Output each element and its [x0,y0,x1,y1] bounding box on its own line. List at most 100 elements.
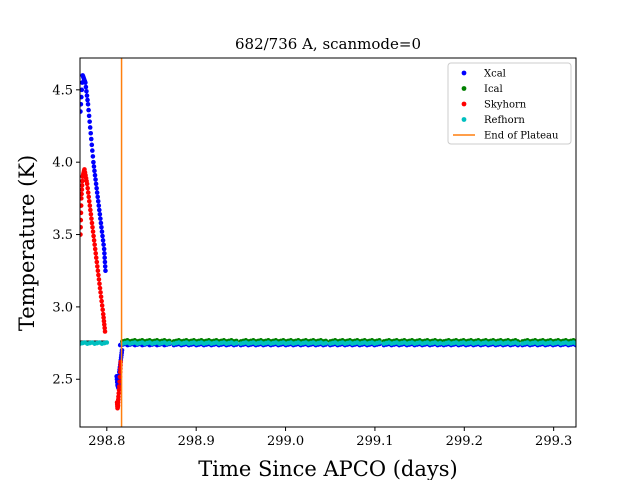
data-point [80,191,84,197]
legend-label: End of Plateau [484,131,559,142]
data-point [86,198,92,204]
data-point [95,264,100,269]
data-point [102,251,107,256]
data-point [100,238,106,243]
data-point [116,394,121,399]
legend-label: Skyhorn [484,100,527,111]
data-point [80,94,84,100]
data-point [99,298,104,304]
data-point [100,233,105,239]
y-axis: 2.5 3.0 3.5 4.0 4.5 [52,83,80,388]
data-point [93,181,99,187]
data-point [102,255,107,260]
data-point [234,340,239,346]
data-point [377,340,382,345]
data-point [80,210,84,216]
data-point [95,198,101,204]
x-tick-label: 299.0 [267,434,304,449]
data-point [80,109,83,114]
data-point [84,88,89,94]
data-point [116,387,122,393]
data-point [102,322,107,327]
data-point [100,307,105,313]
x-axis: 298.8 298.9 299.0 299.1 299.2 299.3 [88,427,572,449]
data-point [90,148,95,153]
data-point [92,168,97,174]
data-point [99,225,104,230]
data-point [437,340,443,346]
data-point [117,384,122,389]
legend-label: Refhorn [484,115,525,126]
data-point [95,268,101,274]
plot-marks [80,58,576,427]
data-point [97,285,103,291]
data-point [91,164,97,169]
data-point [92,242,97,247]
data-point [85,102,91,107]
data-point [89,220,95,226]
x-axis-label: Time Since APCO (days) [198,457,457,480]
data-point [87,125,93,130]
data-point [80,87,85,93]
data-point [80,102,84,107]
plot-frame [79,57,577,428]
data-point [80,203,84,208]
data-point [84,93,90,98]
data-point [83,84,89,90]
data-point [90,225,95,230]
data-point [90,154,96,159]
data-point [85,97,90,103]
data-point [83,80,88,85]
legend-marker [461,86,467,91]
data-point [573,341,576,346]
data-point [116,390,122,396]
data-point [80,232,83,237]
data-point [102,325,107,331]
data-point [88,207,93,213]
data-point [96,277,102,282]
legend-label: Xcal [484,69,506,80]
y-axis-label: Temperature (K) [15,155,39,331]
data-point [96,203,102,208]
y-tick-label: 4.5 [52,83,73,98]
series-skyhorn [80,167,123,411]
legend-frame [447,62,572,145]
data-point [101,318,107,324]
data-point [80,225,83,230]
legend-marker [461,70,467,76]
data-point [80,196,84,201]
legend: Xcal Ical Skyhorn Refhorn End of Plateau [447,62,572,145]
data-point [103,268,108,274]
chart-title: 682/736 A, scanmode=0 [235,35,421,53]
data-point [86,113,92,119]
data-point [91,159,96,165]
data-point [89,216,94,221]
data-point [101,242,106,247]
data-point [99,229,105,234]
data-point [101,246,107,252]
x-tick-label: 299.1 [356,434,393,449]
y-tick-label: 4.0 [52,156,73,171]
data-point [102,264,108,269]
data-point [92,246,98,252]
legend-marker [461,117,467,122]
data-point [91,238,97,243]
data-point [93,177,98,182]
data-point [89,142,95,148]
data-point [91,233,96,239]
x-tick-label: 298.9 [178,434,215,449]
data-point [99,303,105,308]
data-point [97,211,103,217]
data-point [97,281,102,287]
data-point [167,340,172,346]
y-tick-label: 2.5 [52,373,73,388]
data-point [80,183,85,188]
data-point [88,211,94,217]
data-point [86,194,92,200]
data-point [93,255,99,260]
data-point [90,229,96,234]
data-point [87,203,93,208]
data-point [96,272,101,278]
